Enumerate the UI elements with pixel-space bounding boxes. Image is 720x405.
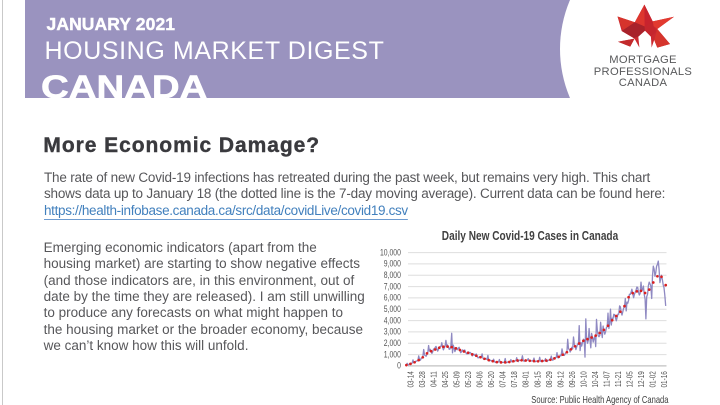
svg-text:11-21: 11-21 [613,371,623,387]
svg-text:07-18: 07-18 [509,371,519,387]
svg-text:3,000: 3,000 [384,327,401,337]
svg-text:06-06: 06-06 [475,371,485,387]
svg-text:Source: Public Health Agency o: Source: Public Health Agency of Canada [531,394,668,405]
svg-text:9,000: 9,000 [384,259,401,269]
svg-text:01-02: 01-02 [648,371,658,387]
svg-text:08-01: 08-01 [521,371,531,387]
svg-text:09-26: 09-26 [567,371,577,387]
svg-text:07-04: 07-04 [498,371,508,387]
svg-text:06-20: 06-20 [486,371,496,387]
svg-text:10-24: 10-24 [590,371,600,387]
svg-text:01-16: 01-16 [659,371,669,387]
svg-text:11-07: 11-07 [601,371,611,387]
svg-text:08-15: 08-15 [532,371,542,387]
svg-text:6,000: 6,000 [384,293,401,303]
svg-text:03-28: 03-28 [417,371,427,387]
svg-text:10,000: 10,000 [380,247,401,257]
svg-text:5,000: 5,000 [384,304,401,314]
svg-text:12-19: 12-19 [636,371,646,387]
svg-text:7,000: 7,000 [384,281,401,291]
svg-text:09-12: 09-12 [555,371,565,387]
svg-text:0: 0 [397,361,401,371]
svg-text:1,000: 1,000 [384,349,401,359]
svg-text:Daily New Covid-19 Cases in Ca: Daily New Covid-19 Cases in Canada [442,230,619,243]
svg-text:8,000: 8,000 [384,270,401,280]
svg-text:2,000: 2,000 [384,338,401,348]
svg-text:05-09: 05-09 [452,371,462,387]
svg-text:08-29: 08-29 [544,371,554,387]
svg-text:12-05: 12-05 [624,371,634,387]
svg-text:04-11: 04-11 [429,371,439,387]
svg-text:04-25: 04-25 [440,371,450,387]
svg-text:05-23: 05-23 [463,371,473,387]
svg-text:10-10: 10-10 [578,371,588,387]
svg-text:4,000: 4,000 [384,315,401,325]
svg-text:03-14: 03-14 [406,371,416,387]
